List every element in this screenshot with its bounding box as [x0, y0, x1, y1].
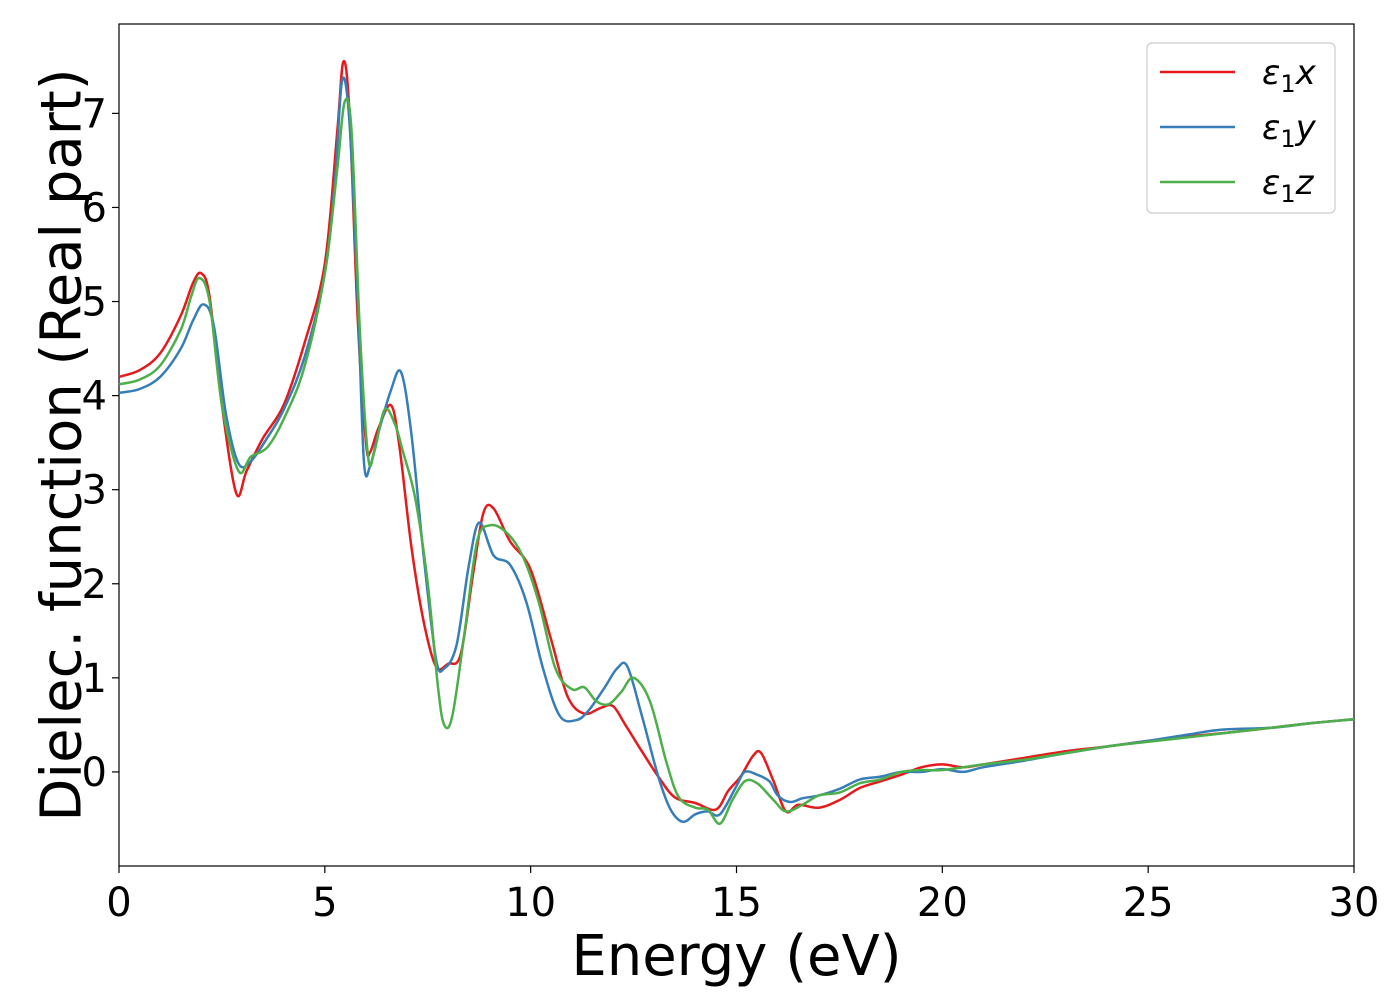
legend: ε1x ε1y ε1z [1146, 42, 1336, 214]
x-axis-ticks: 0 5 10 15 20 25 30 [106, 866, 1379, 926]
x-tick-label: 20 [917, 880, 968, 926]
legend-label-z: ε1z [1262, 163, 1315, 208]
y-tick-label: 5 [82, 280, 107, 326]
legend-label-x: ε1x [1262, 53, 1317, 98]
series-line-x [118, 59, 1355, 814]
series-line-z [118, 97, 1355, 825]
y-axis-title: Dielec. function (Real part) [30, 68, 95, 821]
y-tick-label: 2 [82, 562, 107, 608]
y-tick-label: 7 [82, 91, 107, 137]
x-tick-label: 15 [711, 880, 762, 926]
legend-box [1146, 42, 1336, 214]
x-tick-label: 5 [312, 880, 337, 926]
x-tick-label: 30 [1329, 880, 1380, 926]
x-tick-label: 0 [106, 880, 131, 926]
legend-label-y: ε1y [1262, 108, 1317, 153]
y-tick-label: 3 [82, 468, 107, 514]
x-axis-title: Energy (eV) [571, 924, 901, 989]
y-axis-ticks: 0 1 2 3 4 5 6 7 [82, 91, 119, 796]
y-tick-label: 6 [82, 185, 107, 231]
x-tick-label: 25 [1123, 880, 1174, 926]
y-tick-label: 1 [82, 656, 107, 702]
series-layer [118, 59, 1355, 825]
series-line-y [118, 76, 1355, 824]
x-tick-label: 10 [505, 880, 556, 926]
y-tick-label: 0 [82, 750, 107, 796]
y-tick-label: 4 [82, 374, 107, 420]
